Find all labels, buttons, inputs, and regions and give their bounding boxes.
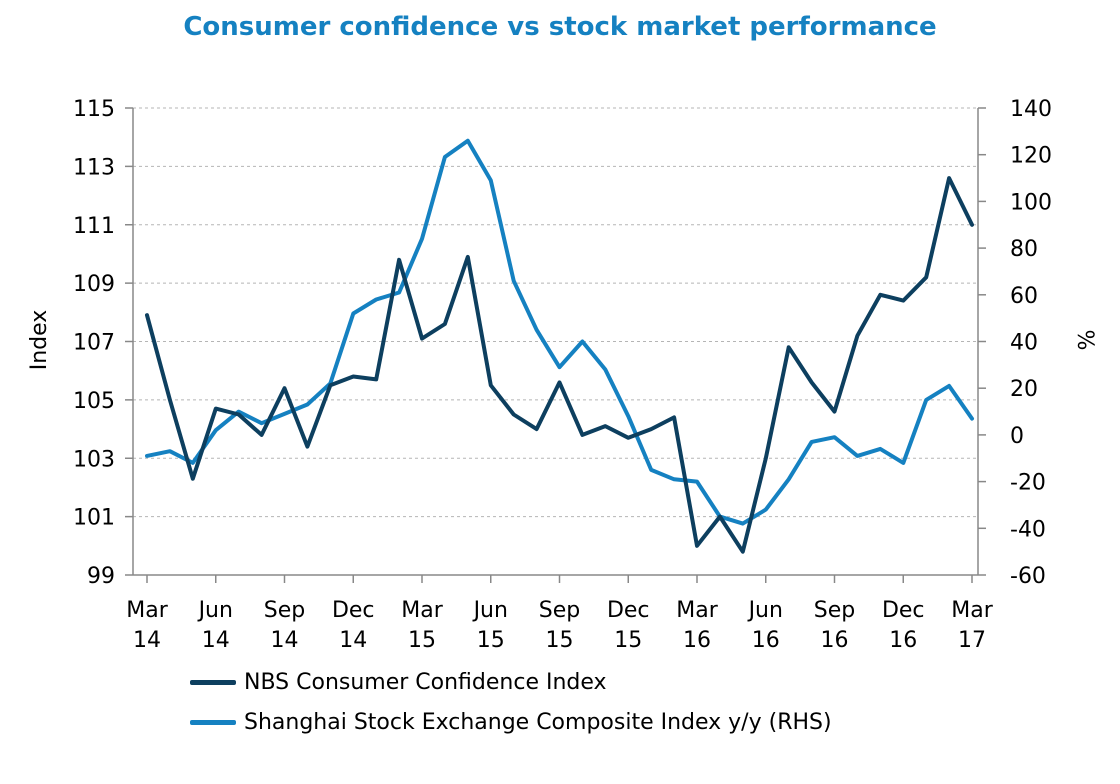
x-tick-label-year: 15 <box>477 628 505 653</box>
gridlines <box>133 107 978 518</box>
x-tick-label-month: Mar <box>676 598 718 623</box>
y-tick-label: 111 <box>73 214 115 239</box>
y2-tick-label: 100 <box>1010 190 1052 215</box>
y2-tick-label: 0 <box>1010 424 1024 449</box>
series-line-consumer-confidence <box>145 176 974 554</box>
x-tick-label-year: 16 <box>889 628 917 653</box>
y-tick-label: 107 <box>73 331 115 356</box>
x-tick-label-year: 16 <box>752 628 780 653</box>
x-tick-label-year: 16 <box>821 628 849 653</box>
y-tick-label: 105 <box>73 389 115 414</box>
x-tick-label-month: Sep <box>539 598 580 623</box>
legend-swatch-consumer-confidence <box>190 680 236 685</box>
x-tick-label-month: Mar <box>126 598 168 623</box>
y2-tick-label: 140 <box>1010 97 1052 122</box>
y-tick-label: 99 <box>87 564 115 589</box>
tick-labels: 99 101 103 105 107 109 111 113 115 -60 -40 -20 0 20 40… <box>73 97 1052 653</box>
axes <box>125 107 986 583</box>
x-tick-label-month: Mar <box>951 598 993 623</box>
x-tick-label-year: 14 <box>133 628 161 653</box>
x-tick-label-year: 17 <box>958 628 986 653</box>
x-tick-label-month: Dec <box>607 598 650 623</box>
legend-item-shanghai-index: Shanghai Stock Exchange Composite Index … <box>190 710 832 735</box>
y-tick-label: 101 <box>73 506 115 531</box>
x-tick-label-month: Jun <box>197 598 233 623</box>
y2-tick-label: 40 <box>1010 331 1038 356</box>
x-tick-label-month: Dec <box>332 598 375 623</box>
y-tick-label: 113 <box>73 155 115 180</box>
y2-tick-label: -20 <box>1010 471 1046 496</box>
x-tick-label-month: Mar <box>401 598 443 623</box>
x-tick-label-year: 16 <box>683 628 711 653</box>
y2-tick-label: 60 <box>1010 284 1038 309</box>
series-line-shanghai-index <box>145 138 974 526</box>
x-tick-label-year: 15 <box>546 628 574 653</box>
y2-tick-label: -40 <box>1010 517 1046 542</box>
y2-axis-title: % <box>1072 330 1097 351</box>
legend-swatch-shanghai-index <box>190 720 236 725</box>
x-tick-label-year: 14 <box>339 628 367 653</box>
y2-tick-label: -60 <box>1010 564 1046 589</box>
x-tick-label-year: 14 <box>271 628 299 653</box>
legend-item-consumer-confidence: NBS Consumer Confidence Index <box>190 670 607 695</box>
y-tick-label: 115 <box>73 97 115 122</box>
y2-tick-label: 20 <box>1010 377 1038 402</box>
y2-tick-label: 80 <box>1010 237 1038 262</box>
x-tick-label-month: Sep <box>814 598 855 623</box>
series-lines <box>145 138 974 554</box>
legend-label-shanghai-index: Shanghai Stock Exchange Composite Index … <box>244 710 832 735</box>
x-tick-label-month: Dec <box>882 598 925 623</box>
x-tick-label-year: 15 <box>408 628 436 653</box>
y-axis-title: Index <box>27 310 52 371</box>
x-tick-label-month: Jun <box>747 598 783 623</box>
x-tick-label-month: Jun <box>472 598 508 623</box>
x-tick-label-year: 14 <box>202 628 230 653</box>
y-tick-label: 109 <box>73 272 115 297</box>
y2-tick-label: 120 <box>1010 144 1052 169</box>
legend-label-consumer-confidence: NBS Consumer Confidence Index <box>244 670 607 695</box>
chart-title: Consumer confidence vs stock market perf… <box>183 12 937 42</box>
x-tick-label-year: 15 <box>614 628 642 653</box>
x-tick-label-month: Sep <box>264 598 305 623</box>
y-tick-label: 103 <box>73 447 115 472</box>
